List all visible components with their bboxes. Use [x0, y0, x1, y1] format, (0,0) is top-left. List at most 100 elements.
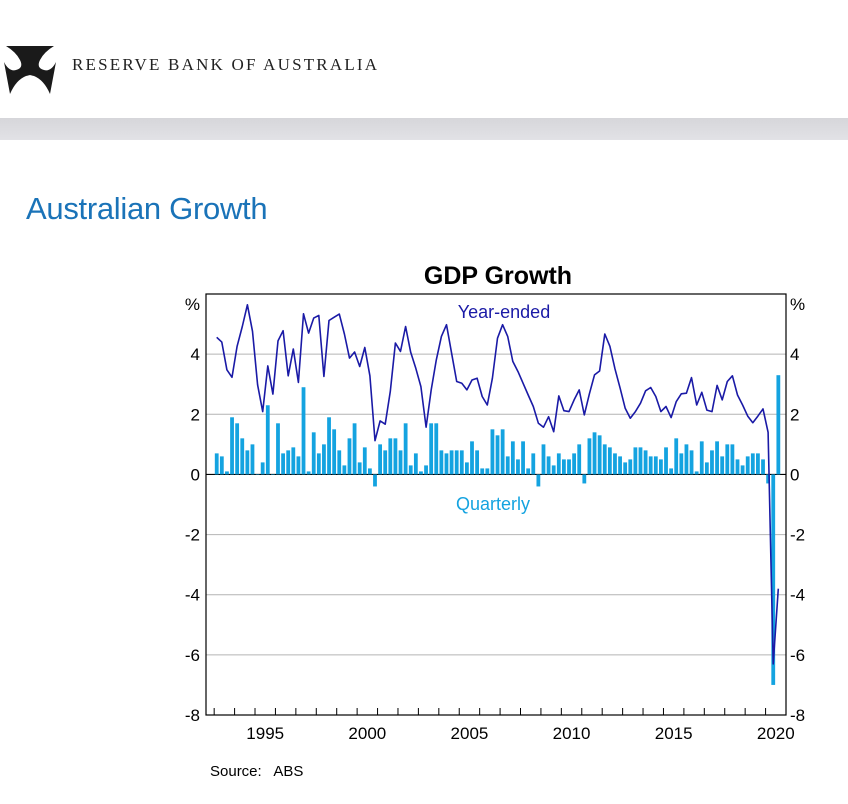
quarterly-bar: [597, 435, 602, 475]
source-note: Source: ABS: [210, 763, 303, 780]
quarterly-bar: [403, 423, 408, 475]
unit-label-left: %: [185, 295, 200, 314]
y-tick-label-left: -2: [185, 526, 200, 545]
quarterly-bar: [638, 447, 643, 475]
y-tick-label-right: 2: [790, 405, 799, 424]
quarterly-bar: [776, 375, 781, 475]
quarterly-bar: [240, 438, 245, 475]
quarterly-bar: [710, 450, 714, 475]
quarterly-bar: [715, 441, 719, 475]
quarterly-bar: [301, 387, 306, 475]
quarterly-bar: [567, 459, 571, 475]
quarterly-bar: [582, 474, 587, 484]
quarterly-bar: [383, 450, 388, 475]
plot-frame: [205, 293, 787, 716]
quarterly-bar: [281, 453, 285, 475]
quarterly-bar: [541, 444, 546, 475]
quarterly-bar: [694, 471, 699, 475]
quarterly-bar: [245, 450, 250, 475]
quarterly-bar: [510, 441, 515, 475]
quarterly-bar: [562, 459, 566, 475]
quarterly-bar: [526, 468, 531, 475]
quarterly-bar: [408, 465, 413, 475]
y-tick-label-right: -2: [790, 526, 805, 545]
quarterly-bar: [393, 438, 398, 475]
quarterly-bar: [653, 456, 658, 475]
quarterly-bar: [291, 447, 296, 475]
quarterly-bar: [505, 456, 510, 475]
quarterly-bar: [235, 423, 240, 475]
quarterly-bar: [556, 453, 561, 475]
quarterly-bar: [750, 453, 755, 475]
quarterly-bar: [424, 465, 428, 475]
quarterly-bar: [459, 450, 464, 475]
quarterly-bar: [531, 453, 536, 475]
quarterly-bar: [485, 468, 490, 475]
quarterly-bar: [679, 453, 684, 475]
quarterly-bar: [618, 456, 622, 475]
quarterly-bar: [225, 471, 229, 475]
quarterly-bar: [464, 462, 469, 475]
y-tick-label-right: -8: [790, 706, 805, 725]
series-label-year-ended: Year-ended: [458, 302, 550, 322]
quarterly-bar: [633, 447, 638, 475]
quarterly-bar: [771, 474, 776, 685]
quarterly-bar: [322, 444, 326, 475]
quarterly-bar: [623, 462, 628, 475]
quarterly-bar: [255, 474, 260, 475]
quarterly-bar: [766, 474, 771, 484]
quarterly-bar: [480, 468, 485, 475]
quarterly-bar: [362, 447, 367, 475]
quarterly-bar: [398, 450, 403, 475]
quarterly-bar: [725, 444, 730, 475]
quarterly-bar: [740, 465, 745, 475]
quarterly-bar: [286, 450, 291, 475]
quarterly-bar: [306, 471, 311, 475]
quarterly-bar: [648, 456, 653, 475]
quarterly-bar: [316, 453, 321, 475]
quarterly-bar: [756, 453, 760, 475]
quarterly-bar: [296, 456, 301, 475]
y-tick-label-left: -4: [185, 586, 200, 605]
quarterly-bar: [592, 432, 597, 475]
quarterly-bar: [475, 450, 480, 475]
quarterly-bar: [327, 417, 331, 475]
quarterly-bar: [602, 444, 607, 475]
nav-band: [0, 118, 848, 140]
quarterly-bar: [439, 450, 444, 475]
quarterly-bar: [745, 456, 750, 475]
x-tick-label: 2000: [348, 724, 386, 743]
quarterly-bar: [490, 429, 495, 475]
quarterly-bar: [607, 447, 612, 475]
x-tick-label: 2015: [655, 724, 693, 743]
rba-logo: [4, 46, 56, 94]
quarterly-bar: [664, 447, 668, 475]
y-tick-label-right: 4: [790, 345, 799, 364]
quarterly-bar: [572, 453, 577, 475]
quarterly-bar: [674, 438, 679, 475]
quarterly-bar: [516, 459, 520, 475]
page-title: Australian Growth: [26, 191, 268, 226]
quarterly-bar: [628, 459, 633, 475]
quarterly-bar: [449, 450, 454, 475]
quarterly-bar: [352, 423, 357, 475]
quarterly-bar: [577, 444, 582, 475]
y-tick-label-left: -8: [185, 706, 200, 725]
year-ended-line: [216, 303, 780, 665]
quarterly-bar: [378, 444, 383, 475]
y-tick-label-left: -6: [185, 646, 200, 665]
x-tick-label: 2010: [553, 724, 591, 743]
quarterly-bar: [265, 405, 270, 475]
quarterly-bar: [270, 474, 275, 475]
y-tick-label-left: 4: [191, 345, 200, 364]
bank-name[interactable]: RESERVE BANK OF AUSTRALIA: [72, 55, 380, 74]
quarterly-bar: [551, 465, 556, 475]
quarterly-bar: [500, 429, 505, 475]
series-label-quarterly: Quarterly: [456, 494, 530, 514]
quarterly-bar: [470, 441, 474, 475]
quarterly-bar: [613, 453, 617, 475]
quarterly-bar: [342, 465, 347, 475]
quarterly-bar: [546, 456, 551, 475]
quarterly-bar: [419, 471, 423, 475]
